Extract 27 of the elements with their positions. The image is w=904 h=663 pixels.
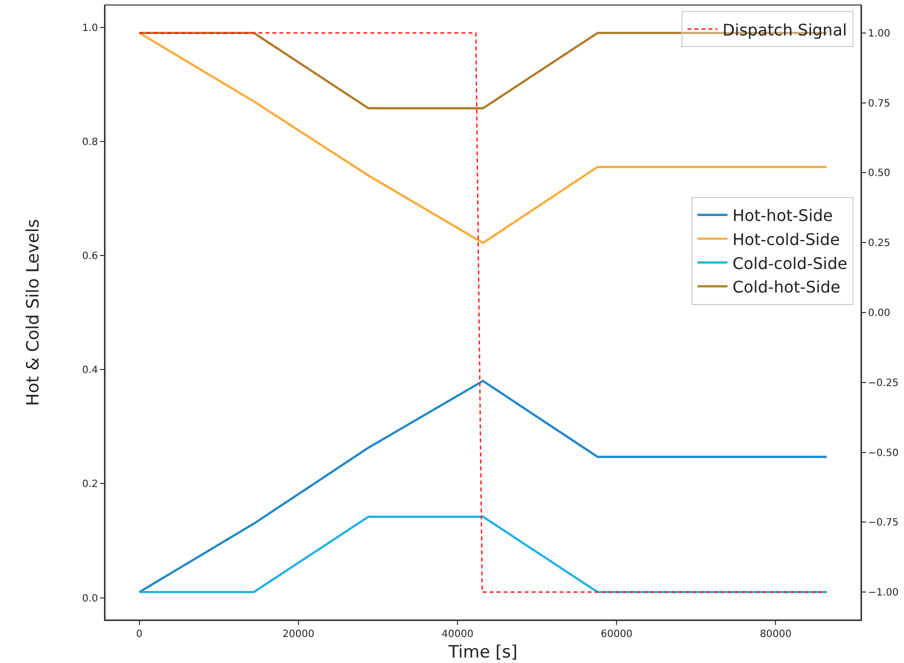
- y2-tick-label: −1.00: [868, 588, 899, 599]
- y2-tick-label: 1.00: [868, 28, 890, 40]
- line-series: [138, 380, 828, 594]
- y2-tick-label: 0.50: [868, 168, 890, 180]
- y2-tick-label: −0.75: [868, 518, 899, 529]
- x-tick-label: 80000: [760, 629, 792, 640]
- y2-tick-label: −0.50: [868, 448, 899, 459]
- x-tick-label: 60000: [600, 629, 633, 640]
- y2-tick-label: 0.25: [868, 238, 890, 250]
- legend-label: Cold-hot-Side: [732, 278, 840, 297]
- x-axis-title: Time [s]: [447, 642, 518, 662]
- y-tick-label: 0.8: [82, 136, 98, 148]
- y-axis-title: Hot & Cold Silo Levels: [24, 218, 44, 406]
- y-tick-label: 0.4: [82, 365, 98, 376]
- x-tick-label: 40000: [442, 629, 474, 640]
- y2-tick-label: 0.75: [868, 98, 890, 110]
- y-tick-label: 0.2: [82, 479, 98, 490]
- y2-tick-label: −0.25: [868, 378, 899, 389]
- legend-label: Hot-cold-Side: [732, 230, 840, 249]
- x-tick-label: 20000: [282, 629, 314, 640]
- y-tick-label: 0.0: [82, 593, 98, 604]
- legend-label: Hot-hot-Side: [732, 206, 833, 226]
- y-tick-label: 1.0: [82, 22, 98, 34]
- y2-tick-label: 0.00: [868, 308, 890, 319]
- legend-label: Cold-cold-Side: [732, 254, 848, 273]
- x-tick-label: 0: [136, 629, 143, 640]
- y-tick-label: 0.6: [82, 250, 98, 262]
